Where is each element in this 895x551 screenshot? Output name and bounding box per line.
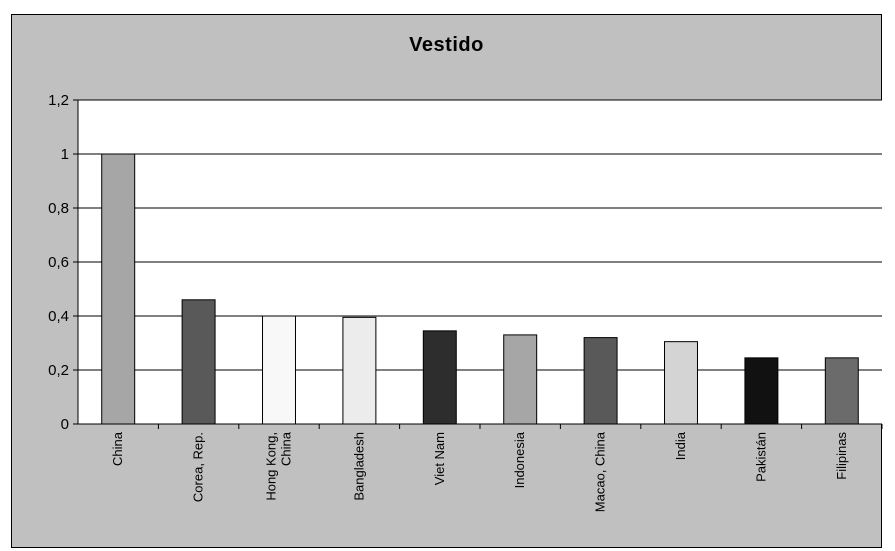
bar [342, 316, 377, 425]
bar [744, 357, 779, 425]
bar [101, 153, 136, 425]
category-label-line: Indonesia [512, 431, 527, 488]
y-tick-label: 0,6 [48, 254, 69, 271]
category-label-line: Macao, China [593, 431, 608, 512]
bar [181, 299, 216, 425]
y-tick-label: 1 [61, 146, 69, 163]
category-label-line: Corea, Rep. [191, 432, 206, 502]
category-label-line: Hong Kong, [264, 432, 279, 501]
y-tick-label: 0,4 [48, 308, 69, 325]
y-tick-label: 1,2 [48, 92, 69, 109]
bar [583, 337, 618, 425]
y-tick-label: 0 [61, 416, 69, 433]
category-label: Hong Kong,China [264, 431, 294, 500]
category-label: Corea, Rep. [191, 432, 206, 502]
category-label-line: China [279, 431, 294, 466]
category-label: Indonesia [512, 431, 527, 488]
category-label-line: Filipinas [834, 432, 849, 480]
category-label-line: India [673, 431, 688, 460]
bar [422, 330, 457, 425]
bar [664, 341, 698, 425]
category-label: Viet Nam [432, 432, 447, 485]
bar [824, 357, 859, 425]
category-label: Macao, China [593, 431, 608, 512]
category-label-line: Pakistán [753, 432, 768, 482]
chart-title: Vestido [409, 34, 484, 56]
category-label: India [673, 431, 688, 460]
category-label: Filipinas [834, 432, 849, 480]
category-label: China [110, 431, 125, 466]
bar [503, 334, 538, 425]
bar [262, 315, 296, 425]
y-tick-label: 0,2 [48, 362, 69, 379]
y-tick-label: 0,8 [48, 200, 69, 217]
category-label-line: Viet Nam [432, 432, 447, 485]
category-label: Pakistán [753, 432, 768, 482]
category-label-line: China [110, 431, 125, 466]
category-label: Bangladesh [351, 432, 366, 501]
category-label-line: Bangladesh [351, 432, 366, 501]
